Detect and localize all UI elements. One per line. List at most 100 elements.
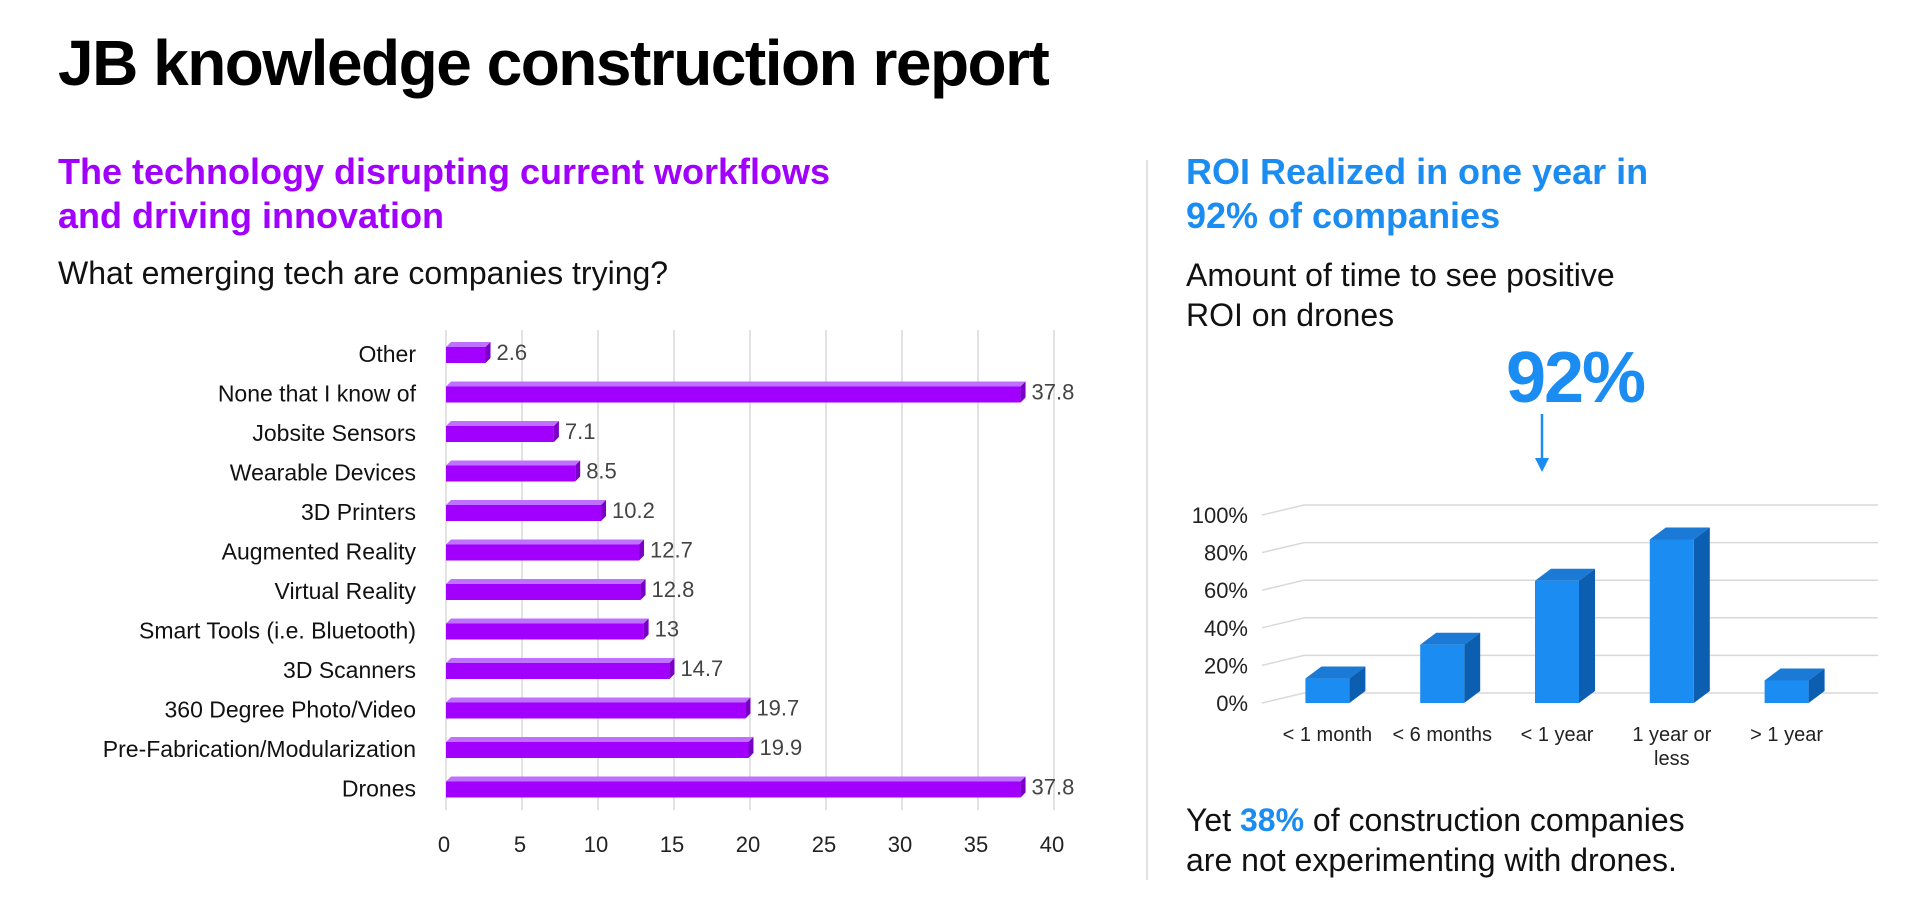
category-label: < 6 months xyxy=(1392,724,1492,746)
bar-top-face xyxy=(1649,527,1710,540)
bar-top-face xyxy=(446,618,649,624)
footer-line-1: Yet 38% of construction companies xyxy=(1186,800,1826,840)
y-gridline-side xyxy=(1261,617,1305,629)
bar-side-face xyxy=(575,460,581,482)
bar xyxy=(446,742,749,758)
data-label: 37.8 xyxy=(1032,380,1075,405)
bar xyxy=(1420,644,1465,703)
bar xyxy=(446,663,670,679)
bar-top-face xyxy=(446,697,751,703)
footer-highlight: 38% xyxy=(1239,802,1305,838)
bar xyxy=(446,544,640,561)
category-label: Smart Tools (i.e. Bluetooth) xyxy=(139,618,416,644)
left-heading-line-2: and driving innovation xyxy=(58,195,444,236)
left-chart-question: What emerging tech are companies trying? xyxy=(58,255,669,291)
y-tick-label: 40% xyxy=(1204,616,1248,641)
y-tick-label: 100% xyxy=(1192,503,1248,528)
x-tick-label: 35 xyxy=(964,832,988,857)
category-label: Augmented Reality xyxy=(222,539,417,565)
bar-side-face xyxy=(669,658,675,679)
y-tick-label: 20% xyxy=(1204,653,1248,678)
y-gridline-side xyxy=(1261,579,1305,591)
down-arrow-icon xyxy=(1535,414,1549,472)
footer-suffix: of construction companies xyxy=(1304,802,1685,838)
bar-side-face xyxy=(748,737,754,758)
bar xyxy=(1305,678,1350,703)
bar-side-face xyxy=(553,421,559,442)
data-label: 10.2 xyxy=(612,498,655,523)
y-tick-label: 80% xyxy=(1204,541,1248,566)
bar-side-face xyxy=(601,500,607,521)
bar-top-face xyxy=(446,460,581,466)
category-label: Jobsite Sensors xyxy=(252,420,416,446)
bar xyxy=(446,623,644,640)
data-label: 14.7 xyxy=(680,656,723,681)
report-title: JB knowledge construction report xyxy=(58,27,1050,99)
bar-top-face xyxy=(1535,568,1595,581)
right-section-heading: ROI Realized in one year in 92% of compa… xyxy=(1186,150,1746,238)
category-label: less xyxy=(1654,748,1690,770)
bar-top-face xyxy=(446,342,491,347)
data-label: 13 xyxy=(655,617,679,642)
bar-top-face xyxy=(446,381,1026,387)
bar-top-face xyxy=(446,500,607,505)
bar-top-face xyxy=(1305,666,1366,679)
right-chart-question: Amount of time to see positive ROI on dr… xyxy=(1186,255,1746,335)
left-heading-line-1: The technology disrupting current workfl… xyxy=(58,151,831,192)
y-gridline-side xyxy=(1261,504,1305,516)
category-label: 1 year or xyxy=(1632,724,1711,746)
right-question-line-2: ROI on drones xyxy=(1186,297,1395,333)
footer-line-2: are not experimenting with drones. xyxy=(1186,842,1677,878)
bar xyxy=(446,781,1021,798)
y-gridline-side xyxy=(1261,654,1305,667)
section-divider xyxy=(1146,160,1148,880)
category-label: 3D Printers xyxy=(301,499,416,525)
footer-note: Yet 38% of construction companies are no… xyxy=(1186,800,1826,880)
data-label: 37.8 xyxy=(1032,775,1075,800)
y-tick-label: 0% xyxy=(1216,691,1248,716)
x-tick-label: 5 xyxy=(514,832,526,857)
bar-side-face xyxy=(1693,527,1710,703)
footer-prefix: Yet xyxy=(1186,802,1240,838)
bar-side-face xyxy=(643,618,649,640)
right-heading-line-2: 92% of companies xyxy=(1186,195,1501,236)
category-label: Wearable Devices xyxy=(230,460,416,486)
bar-top-face xyxy=(446,539,645,545)
bar-top-face xyxy=(446,658,675,663)
bar-top-face xyxy=(1764,668,1825,681)
data-label: 19.7 xyxy=(756,696,799,721)
data-label: 8.5 xyxy=(586,459,617,484)
category-label: Other xyxy=(358,341,416,367)
category-label: None that I know of xyxy=(218,381,417,407)
data-label: 12.7 xyxy=(650,538,693,563)
x-tick-label: 15 xyxy=(660,832,684,857)
bar-top-face xyxy=(446,579,646,584)
category-label: Virtual Reality xyxy=(275,578,417,604)
bar xyxy=(446,386,1021,403)
highlight-percentage: 92% xyxy=(1505,338,1646,418)
data-label: 7.1 xyxy=(565,419,596,444)
bar xyxy=(446,702,746,719)
category-label: Drones xyxy=(342,776,416,802)
category-label: < 1 month xyxy=(1283,724,1373,746)
left-section-heading: The technology disrupting current workfl… xyxy=(58,150,958,238)
category-label: < 1 year xyxy=(1521,724,1594,746)
bar-side-face xyxy=(485,342,491,363)
right-heading-line-1: ROI Realized in one year in xyxy=(1186,151,1649,192)
data-label: 19.9 xyxy=(759,735,802,760)
bar-side-face xyxy=(639,539,645,561)
y-gridline-side xyxy=(1261,541,1305,554)
data-label: 2.6 xyxy=(497,340,528,365)
bar-side-face xyxy=(1579,568,1595,703)
bar xyxy=(1649,539,1694,703)
bar xyxy=(1535,580,1579,703)
bar-side-face xyxy=(1020,776,1026,798)
x-tick-label: 0 xyxy=(438,832,450,857)
bar-top-face xyxy=(446,737,754,742)
bar-top-face xyxy=(1420,632,1481,645)
bar-side-face xyxy=(1020,381,1026,403)
y-tick-label: 60% xyxy=(1204,578,1248,603)
category-label: 3D Scanners xyxy=(283,657,416,683)
